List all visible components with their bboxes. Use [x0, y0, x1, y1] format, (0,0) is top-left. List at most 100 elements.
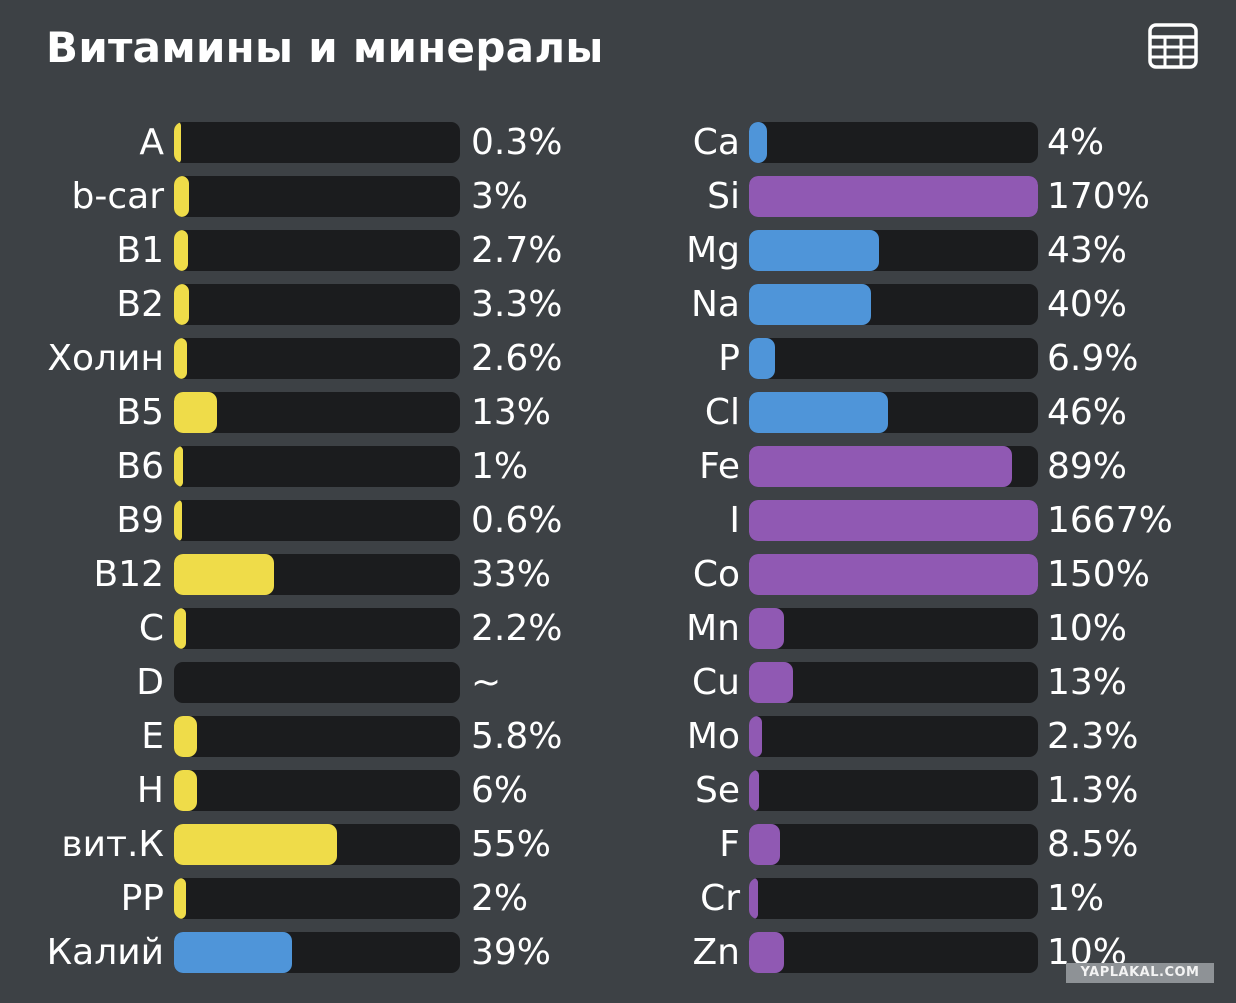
vitamin-bar-track	[174, 824, 460, 865]
mineral-bar-track	[749, 878, 1038, 919]
vitamin-label: Калий	[46, 932, 164, 973]
vitamin-value: 0.3%	[471, 122, 563, 163]
mineral-bar-track	[749, 824, 1038, 865]
mineral-label: Si	[707, 176, 740, 217]
mineral-row: Mn 10%	[600, 604, 1236, 658]
mineral-value: 6.9%	[1047, 338, 1139, 379]
vitamin-value: 55%	[471, 824, 552, 865]
mineral-value: 1667%	[1047, 500, 1173, 541]
vitamin-value: 6%	[471, 770, 529, 811]
mineral-bar-fill	[749, 122, 767, 163]
mineral-label: Cl	[704, 392, 740, 433]
mineral-row: Mg 43%	[600, 226, 1236, 280]
vitamin-label: E	[141, 716, 164, 757]
mineral-bar-track	[749, 122, 1038, 163]
vitamin-row: Калий 39%	[0, 928, 600, 982]
mineral-bar-fill	[749, 824, 780, 865]
mineral-label: Zn	[692, 932, 740, 973]
vitamin-row: H 6%	[0, 766, 600, 820]
vitamin-label: B5	[116, 392, 164, 433]
mineral-bar-fill	[749, 932, 784, 973]
mineral-value: 46%	[1047, 392, 1128, 433]
mineral-label: Ca	[692, 122, 740, 163]
mineral-label: Co	[692, 554, 740, 595]
vitamin-row: b-car 3%	[0, 172, 600, 226]
mineral-row: Cu 13%	[600, 658, 1236, 712]
vitamin-label: C	[138, 608, 164, 649]
vitamin-bar-track	[174, 932, 460, 973]
mineral-row: Co 150%	[600, 550, 1236, 604]
vitamin-bar-fill	[174, 446, 183, 487]
mineral-bar-track	[749, 608, 1038, 649]
vitamin-value: 0.6%	[471, 500, 563, 541]
mineral-label: P	[718, 338, 740, 379]
mineral-value: 4%	[1047, 122, 1105, 163]
mineral-label: F	[719, 824, 740, 865]
mineral-row: Si 170%	[600, 172, 1236, 226]
vitamin-value: 2%	[471, 878, 529, 919]
vitamin-value: 3.3%	[471, 284, 563, 325]
vitamin-bar-track	[174, 122, 460, 163]
mineral-value: 10%	[1047, 608, 1128, 649]
mineral-value: 150%	[1047, 554, 1150, 595]
vitamin-value: 5.8%	[471, 716, 563, 757]
vitamin-bar-fill	[174, 878, 186, 919]
vitamin-bar-fill	[174, 284, 190, 325]
vitamin-bar-track	[174, 392, 460, 433]
mineral-row: Na 40%	[600, 280, 1236, 334]
vitamin-bar-track	[174, 662, 460, 703]
vitamin-bar-track	[174, 716, 460, 757]
mineral-value: 1.3%	[1047, 770, 1139, 811]
mineral-bar-track	[749, 284, 1038, 325]
mineral-bar-track	[749, 392, 1038, 433]
mineral-bar-fill	[749, 554, 1038, 595]
vitamin-bar-track	[174, 284, 460, 325]
vitamin-value: 39%	[471, 932, 552, 973]
vitamin-row: B2 3.3%	[0, 280, 600, 334]
mineral-bar-track	[749, 230, 1038, 271]
mineral-label: Se	[695, 770, 740, 811]
vitamin-value: 2.7%	[471, 230, 563, 271]
minerals-column: Ca 4% Si 170% Mg 43% Na 40% P 6.9% Cl 46% Fe 89% I 1667…	[600, 118, 1236, 982]
vitamin-bar-track	[174, 554, 460, 595]
mineral-value: 40%	[1047, 284, 1128, 325]
mineral-row: Zn 10%	[600, 928, 1236, 982]
table-grid-icon[interactable]	[1146, 20, 1200, 74]
vitamin-row: B12 33%	[0, 550, 600, 604]
vitamin-label: B9	[116, 500, 164, 541]
mineral-bar-fill	[749, 338, 775, 379]
mineral-bar-fill	[749, 500, 1038, 541]
vitamin-label: Холин	[47, 338, 164, 379]
vitamin-bar-fill	[174, 770, 198, 811]
vitamin-value: 13%	[471, 392, 552, 433]
vitamin-bar-fill	[174, 500, 182, 541]
vitamin-bar-track	[174, 878, 460, 919]
vitamin-label: A	[139, 122, 164, 163]
vitamin-value: 3%	[471, 176, 529, 217]
mineral-row: Cl 46%	[600, 388, 1236, 442]
vitamin-value: 2.6%	[471, 338, 563, 379]
vitamin-value: 2.2%	[471, 608, 563, 649]
vitamin-bar-track	[174, 770, 460, 811]
vitamin-value: ~	[471, 662, 502, 703]
mineral-value: 8.5%	[1047, 824, 1139, 865]
mineral-bar-fill	[749, 284, 871, 325]
vitamin-bar-fill	[174, 176, 189, 217]
mineral-row: F 8.5%	[600, 820, 1236, 874]
mineral-bar-fill	[749, 770, 759, 811]
vitamin-label: B2	[116, 284, 164, 325]
mineral-row: Ca 4%	[600, 118, 1236, 172]
mineral-bar-track	[749, 500, 1038, 541]
mineral-row: I 1667%	[600, 496, 1236, 550]
mineral-value: 13%	[1047, 662, 1128, 703]
vitamin-row: B9 0.6%	[0, 496, 600, 550]
vitamin-label: B12	[93, 554, 164, 595]
vitamin-bar-track	[174, 338, 460, 379]
mineral-bar-fill	[749, 716, 762, 757]
mineral-bar-track	[749, 662, 1038, 703]
vitamin-bar-fill	[174, 554, 275, 595]
mineral-row: Cr 1%	[600, 874, 1236, 928]
mineral-row: Mo 2.3%	[600, 712, 1236, 766]
vitamin-label: b-car	[71, 176, 165, 217]
mineral-bar-track	[749, 716, 1038, 757]
